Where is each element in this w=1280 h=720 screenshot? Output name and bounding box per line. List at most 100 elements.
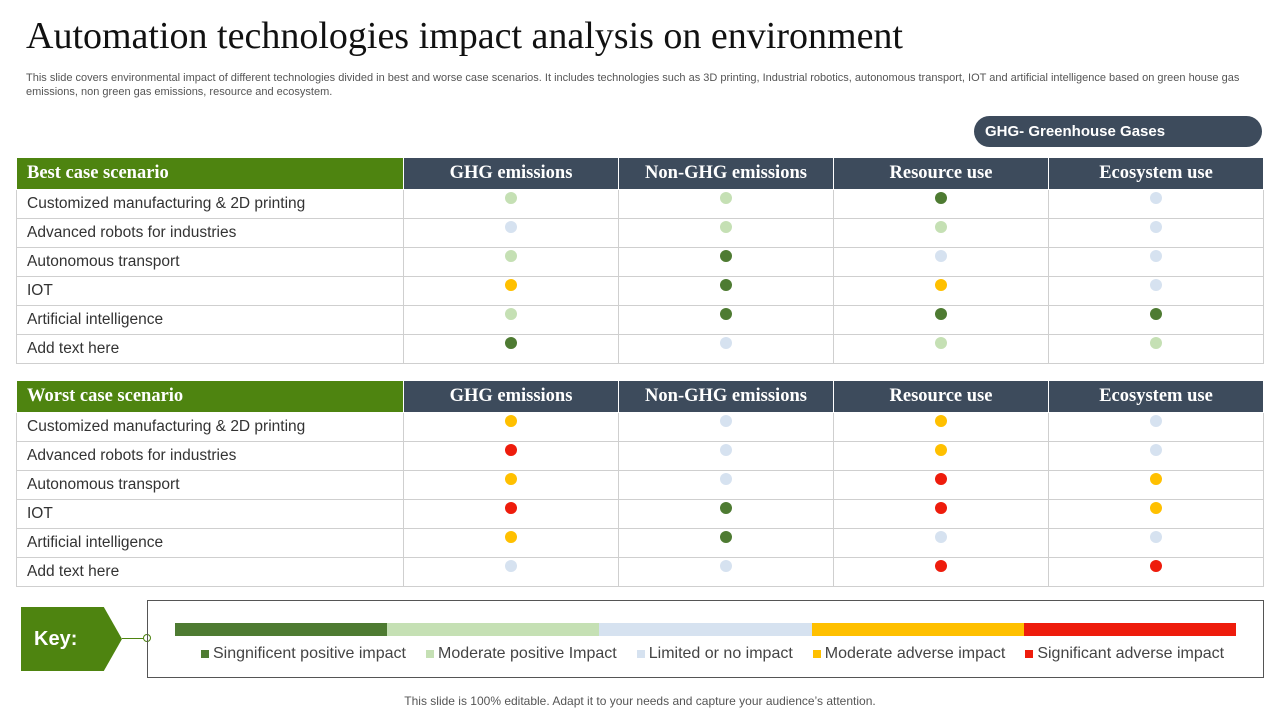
rating-dot-limited xyxy=(1150,221,1162,233)
row-label: Advanced robots for industries xyxy=(16,441,404,471)
rating-dot-limited xyxy=(720,415,732,427)
row-label: Advanced robots for industries xyxy=(16,218,404,248)
rating-cell xyxy=(403,218,619,248)
table-row: IOT xyxy=(16,276,1264,306)
key-tag: Key: xyxy=(21,607,122,671)
legend-swatch xyxy=(636,650,645,658)
rating-cell xyxy=(618,218,834,248)
rating-cell xyxy=(1048,334,1264,364)
legend-label: Moderate positive Impact xyxy=(437,645,617,662)
column-header-ecosystem: Ecosystem use xyxy=(1048,380,1264,413)
row-label: Autonomous transport xyxy=(16,470,404,500)
table-row: Artificial intelligence xyxy=(16,528,1264,558)
rating-dot-moderate-positive xyxy=(935,221,947,233)
rating-cell xyxy=(403,412,619,442)
rating-cell xyxy=(833,557,1049,587)
best-case-header: Best case scenario xyxy=(16,157,404,190)
rating-cell xyxy=(618,557,834,587)
rating-dot-limited xyxy=(1150,531,1162,543)
rating-cell xyxy=(833,218,1049,248)
table-row: Add text here xyxy=(16,334,1264,364)
rating-cell xyxy=(833,441,1049,471)
key-color-bar xyxy=(175,623,1237,636)
rating-cell xyxy=(618,499,834,529)
row-label: Autonomous transport xyxy=(16,247,404,277)
page-subtitle: This slide covers environmental impact o… xyxy=(26,72,1240,98)
ghg-note-badge: GHG- Greenhouse Gases xyxy=(974,116,1262,147)
rating-cell xyxy=(618,305,834,335)
key-legend-item: Significant adverse impact xyxy=(1025,645,1224,663)
rating-cell xyxy=(1048,247,1264,277)
row-label: Add text here xyxy=(16,334,404,364)
table-row: Customized manufacturing & 2D printing xyxy=(16,189,1264,219)
rating-cell xyxy=(1048,441,1264,471)
rating-dot-moderate-adverse xyxy=(935,444,947,456)
rating-dot-moderate-adverse xyxy=(505,279,517,291)
row-label: Artificial intelligence xyxy=(16,305,404,335)
rating-dot-limited xyxy=(935,250,947,262)
legend-swatch xyxy=(812,650,821,658)
rating-cell xyxy=(833,528,1049,558)
key-bar-segment xyxy=(599,623,812,636)
rating-cell xyxy=(1048,470,1264,500)
table-row: Advanced robots for industries xyxy=(16,218,1264,248)
rating-dot-moderate-adverse xyxy=(935,279,947,291)
rating-dot-significant-positive xyxy=(505,337,517,349)
table-row: Customized manufacturing & 2D printing xyxy=(16,412,1264,442)
row-label: Customized manufacturing & 2D printing xyxy=(16,189,404,219)
rating-dot-moderate-positive xyxy=(1150,337,1162,349)
rating-dot-limited xyxy=(1150,279,1162,291)
column-header-ghg: GHG emissions xyxy=(403,380,619,413)
rating-cell xyxy=(1048,557,1264,587)
key-bar-segment xyxy=(387,623,600,636)
rating-cell xyxy=(1048,189,1264,219)
rating-dot-significant-adverse xyxy=(935,473,947,485)
rating-dot-moderate-positive xyxy=(505,308,517,320)
key-legend-item: Moderate positive Impact xyxy=(425,645,617,663)
rating-cell xyxy=(403,499,619,529)
rating-dot-limited xyxy=(505,560,517,572)
rating-dot-moderate-positive xyxy=(505,250,517,262)
legend-label: Significant adverse impact xyxy=(1037,645,1225,662)
rating-dot-limited xyxy=(935,531,947,543)
rating-dot-moderate-positive xyxy=(505,192,517,204)
key-legend: Singnificent positive impact Moderate pos… xyxy=(201,645,1224,663)
rating-dot-significant-positive xyxy=(935,308,947,320)
rating-dot-significant-positive xyxy=(1150,308,1162,320)
rating-dot-limited xyxy=(505,221,517,233)
table-row: Autonomous transport xyxy=(16,247,1264,277)
rating-dot-limited xyxy=(1150,415,1162,427)
rating-dot-significant-positive xyxy=(720,308,732,320)
rating-cell xyxy=(403,470,619,500)
rating-cell xyxy=(403,189,619,219)
row-label: Customized manufacturing & 2D printing xyxy=(16,412,404,442)
rating-dot-significant-positive xyxy=(720,279,732,291)
rating-cell xyxy=(618,247,834,277)
worst-case-header: Worst case scenario xyxy=(16,380,404,413)
rating-cell xyxy=(618,334,834,364)
rating-cell xyxy=(403,247,619,277)
rating-cell xyxy=(1048,276,1264,306)
rating-cell xyxy=(403,334,619,364)
rating-cell xyxy=(833,334,1049,364)
rating-cell xyxy=(403,557,619,587)
rating-cell xyxy=(833,470,1049,500)
legend-swatch xyxy=(1025,650,1034,658)
rating-dot-moderate-adverse xyxy=(505,531,517,543)
legend-swatch xyxy=(425,650,434,658)
rating-cell xyxy=(618,276,834,306)
legend-label: Limited or no impact xyxy=(648,645,793,662)
table-row: Autonomous transport xyxy=(16,470,1264,500)
rating-dot-significant-adverse xyxy=(935,560,947,572)
rating-dot-significant-positive xyxy=(720,502,732,514)
rating-cell xyxy=(618,528,834,558)
rating-cell xyxy=(403,441,619,471)
rating-cell xyxy=(618,470,834,500)
rating-dot-significant-positive xyxy=(935,192,947,204)
column-header-non-ghg: Non-GHG emissions xyxy=(618,380,834,413)
table-row: Add text here xyxy=(16,557,1264,587)
row-label: Artificial intelligence xyxy=(16,528,404,558)
key-bar-segment xyxy=(175,623,388,636)
rating-dot-limited xyxy=(720,444,732,456)
rating-cell xyxy=(618,441,834,471)
